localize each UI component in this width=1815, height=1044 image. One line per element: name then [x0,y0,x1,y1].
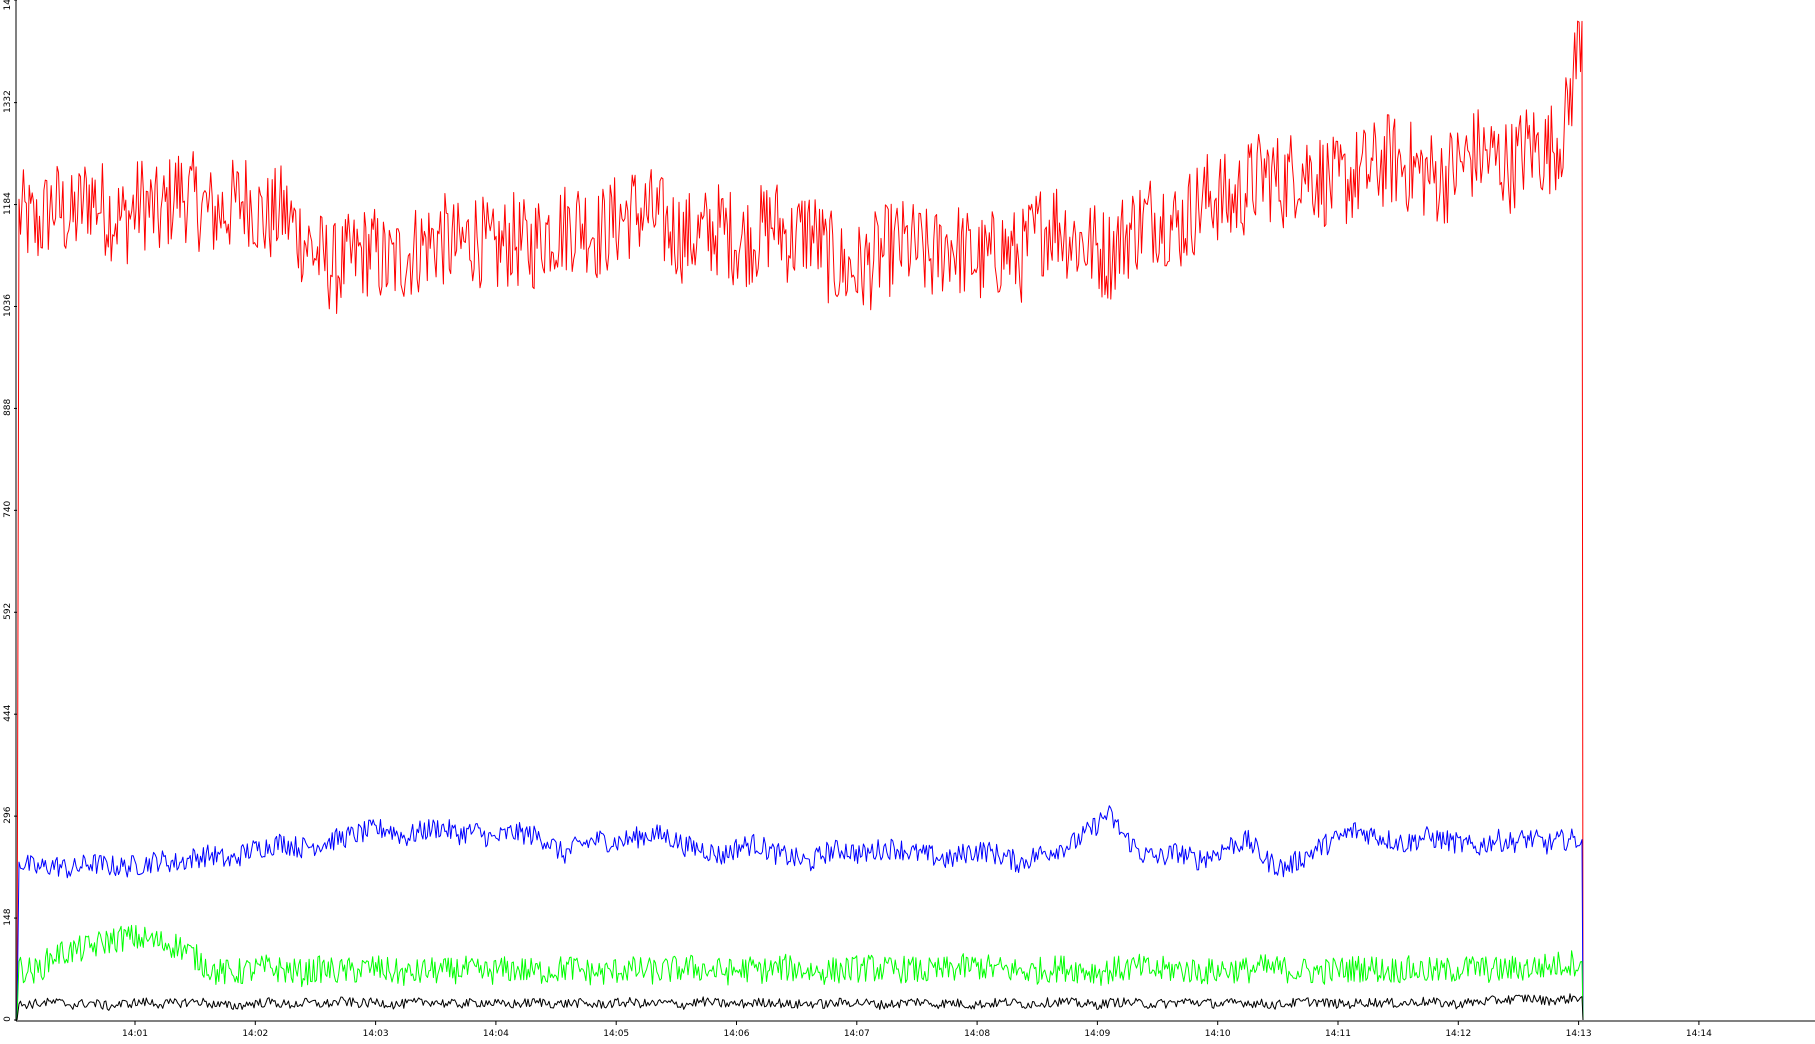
y-tick-label: 444 [3,704,13,721]
x-tick-label: 14:13 [1566,1029,1592,1039]
x-tick-label: 14:02 [242,1029,268,1039]
series-layer [16,20,1584,1021]
y-tick-label: 0 [3,1016,13,1022]
y-tick-label: 296 [3,806,13,823]
x-tick-label: 14:12 [1445,1029,1471,1039]
x-tick-label: 14:11 [1325,1029,1351,1039]
y-tick-label: 1036 [3,294,13,317]
axis-layer: 0 148 296 444 592 740 888 1036 1184 1332 1481 14:01… [3,0,1815,1039]
x-tick-label: 14:03 [363,1029,389,1039]
y-tick-label: 148 [3,908,13,925]
series-line-2 [16,924,1584,1021]
y-tick-label: 1332 [3,90,13,113]
x-tick-label: 14:10 [1205,1029,1231,1039]
y-tick-label: 1481 [3,0,13,10]
x-tick-label: 14:09 [1084,1029,1110,1039]
series-line-0 [16,20,1584,1021]
x-tick-label: 14:05 [603,1029,629,1039]
x-tick-label: 14:08 [964,1029,990,1039]
series-line-1 [16,805,1584,1021]
y-tick-label: 740 [3,500,13,517]
x-tick-label: 14:01 [122,1029,148,1039]
y-tick-label: 888 [3,399,13,416]
x-tick-label: 14:04 [483,1029,509,1039]
x-tick-label: 14:14 [1686,1029,1712,1039]
x-tick-label: 14:07 [844,1029,870,1039]
series-line-3 [16,993,1584,1021]
y-tick-label: 592 [3,603,13,620]
x-tick-label: 14:06 [724,1029,750,1039]
y-tick-label: 1184 [3,192,13,215]
